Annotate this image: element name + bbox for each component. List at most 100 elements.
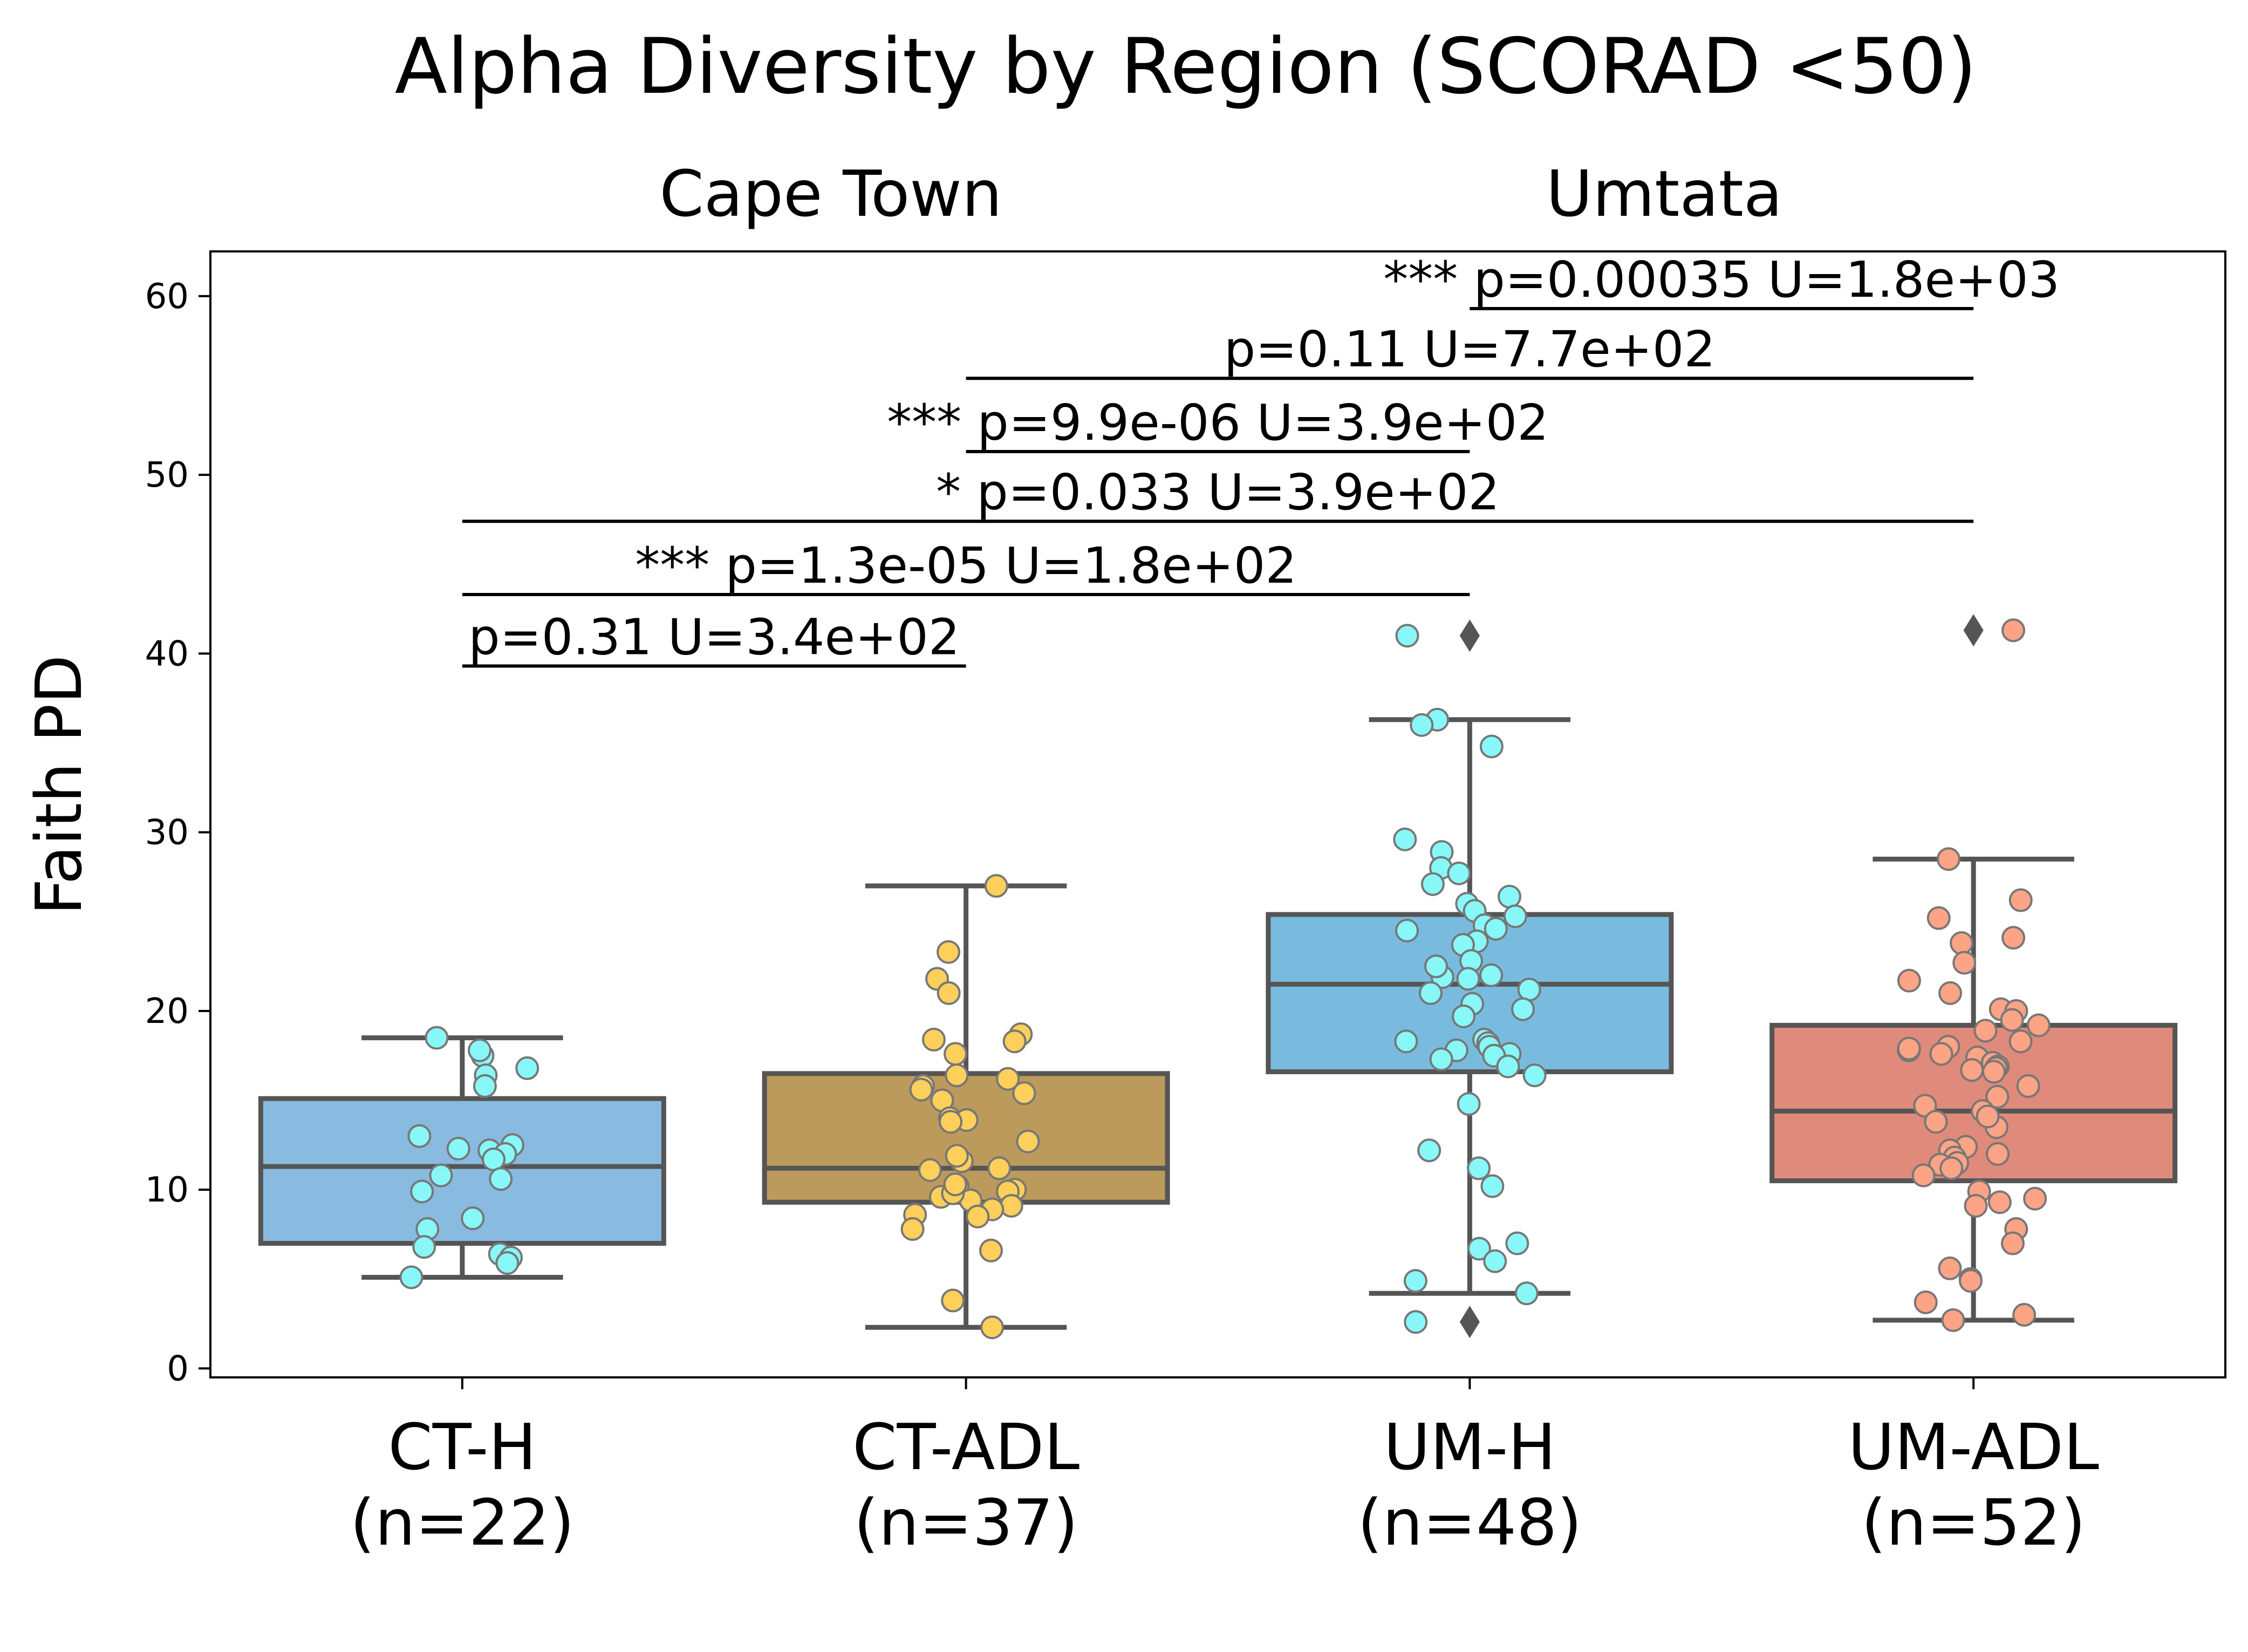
data-point (941, 1288, 965, 1313)
chart-title: Alpha Diversity by Region (SCORAD <50) (395, 22, 1977, 111)
data-point (1456, 967, 1480, 991)
data-point (900, 1217, 925, 1241)
data-point (1479, 963, 1504, 987)
data-point (1897, 1036, 1921, 1061)
data-point (473, 1074, 497, 1098)
data-point (1976, 1104, 2000, 1129)
data-point (1480, 1174, 1505, 1198)
data-point (1447, 861, 1471, 885)
data-point (429, 1163, 453, 1187)
data-point (966, 1204, 990, 1228)
data-point (1522, 1063, 1547, 1088)
data-point (1936, 847, 1960, 871)
data-point (2008, 1029, 2033, 1054)
data-point (1985, 1084, 2010, 1109)
data-point (1960, 1058, 1984, 1082)
data-point (1958, 1269, 1983, 1293)
y-tick-label: 30 (145, 813, 189, 853)
data-point (2001, 618, 2026, 643)
data-point (2026, 1013, 2051, 1037)
data-point (980, 1315, 1005, 1340)
plot-area: 0102030405060CT-H(n=22)CT-ADL(n=37)UM-H(… (145, 250, 2226, 1560)
data-point (1987, 1190, 2012, 1214)
significance-label: *** p=9.9e-06 U=3.9e+02 (887, 394, 1549, 452)
points-ct-adl (900, 874, 1040, 1340)
data-point (1503, 904, 1527, 929)
data-point (2000, 1231, 2025, 1255)
data-point (1938, 981, 1963, 1005)
outlier-marker (1459, 1306, 1480, 1339)
significance-annotation: p=0.31 U=3.4e+02 (462, 609, 966, 668)
outlier-marker (1459, 619, 1480, 652)
y-tick-label: 40 (145, 634, 189, 674)
data-point (2008, 888, 2033, 912)
data-point (1950, 931, 1974, 955)
data-point (489, 1167, 513, 1191)
significance-annotation: p=0.11 U=7.7e+02 (966, 320, 1974, 380)
data-point (1939, 1156, 1964, 1180)
y-tick-label: 10 (145, 1170, 189, 1210)
x-tick-count-label: (n=48) (1357, 1485, 1582, 1560)
significance-label: *** p=1.3e-05 U=1.8e+02 (635, 537, 1297, 595)
data-point (2023, 1186, 2047, 1211)
data-point (1496, 1054, 1520, 1078)
data-point (937, 981, 961, 1005)
significance-label: p=0.11 U=7.7e+02 (1224, 320, 1716, 378)
x-tick-count-label: (n=52) (1861, 1485, 2086, 1560)
data-point (1452, 1004, 1476, 1028)
data-point (1429, 1047, 1453, 1071)
region-label-cape-town: Cape Town (659, 156, 1002, 231)
significance-label: *** p=0.00035 U=1.8e+03 (1383, 251, 2060, 309)
significance-annotation: *** p=0.00035 U=1.8e+03 (1383, 251, 2060, 311)
data-point (1394, 1029, 1418, 1054)
data-point (1981, 1060, 2006, 1084)
significance-label: * p=0.033 U=3.9e+02 (936, 463, 1500, 521)
data-point (1467, 1237, 1491, 1261)
data-point (1926, 906, 1951, 930)
data-point (1897, 968, 1921, 993)
x-tick-count-label: (n=37) (854, 1485, 1078, 1560)
data-point (1517, 978, 1541, 1002)
data-point (921, 1027, 946, 1052)
data-point (412, 1235, 436, 1259)
data-point (1410, 713, 1434, 737)
significance-annotation: * p=0.033 U=3.9e+02 (462, 463, 1974, 523)
data-point (1417, 1138, 1441, 1163)
points-um-h (1393, 624, 1547, 1334)
x-tick-label: UM-ADL (1848, 1410, 2099, 1484)
y-tick-label: 60 (145, 277, 189, 317)
data-point (1973, 1019, 1998, 1043)
data-point (1924, 1110, 1948, 1134)
data-point (979, 1238, 1003, 1262)
data-point (2001, 926, 2026, 950)
data-point (1393, 827, 1417, 851)
significance-annotation: *** p=1.3e-05 U=1.8e+02 (462, 537, 1470, 597)
data-point (495, 1251, 520, 1275)
data-point (1941, 1308, 1965, 1332)
data-point (939, 1110, 963, 1134)
data-point (1498, 884, 1522, 909)
data-point (1511, 997, 1535, 1021)
y-tick-label: 20 (145, 992, 189, 1032)
data-point (1913, 1094, 1937, 1118)
data-point (1505, 1231, 1529, 1255)
data-point (1016, 1129, 1040, 1153)
data-point (944, 1042, 968, 1066)
data-point (482, 1147, 505, 1171)
significance-label: p=0.31 U=3.4e+02 (468, 609, 960, 666)
y-tick-label: 50 (145, 455, 189, 495)
data-point (1479, 734, 1504, 759)
data-point (918, 1158, 942, 1182)
data-point (1002, 1029, 1027, 1054)
data-point (1418, 981, 1443, 1005)
data-point (2012, 1303, 2037, 1327)
x-tick-label: UM-H (1384, 1410, 1556, 1484)
data-point (909, 1077, 933, 1102)
data-point (1483, 1249, 1507, 1273)
x-tick-label: CT-ADL (852, 1410, 1079, 1484)
data-point (446, 1136, 470, 1161)
data-point (1964, 1193, 1988, 1218)
points-ct-h (399, 1026, 539, 1289)
data-point (1986, 1142, 2010, 1166)
